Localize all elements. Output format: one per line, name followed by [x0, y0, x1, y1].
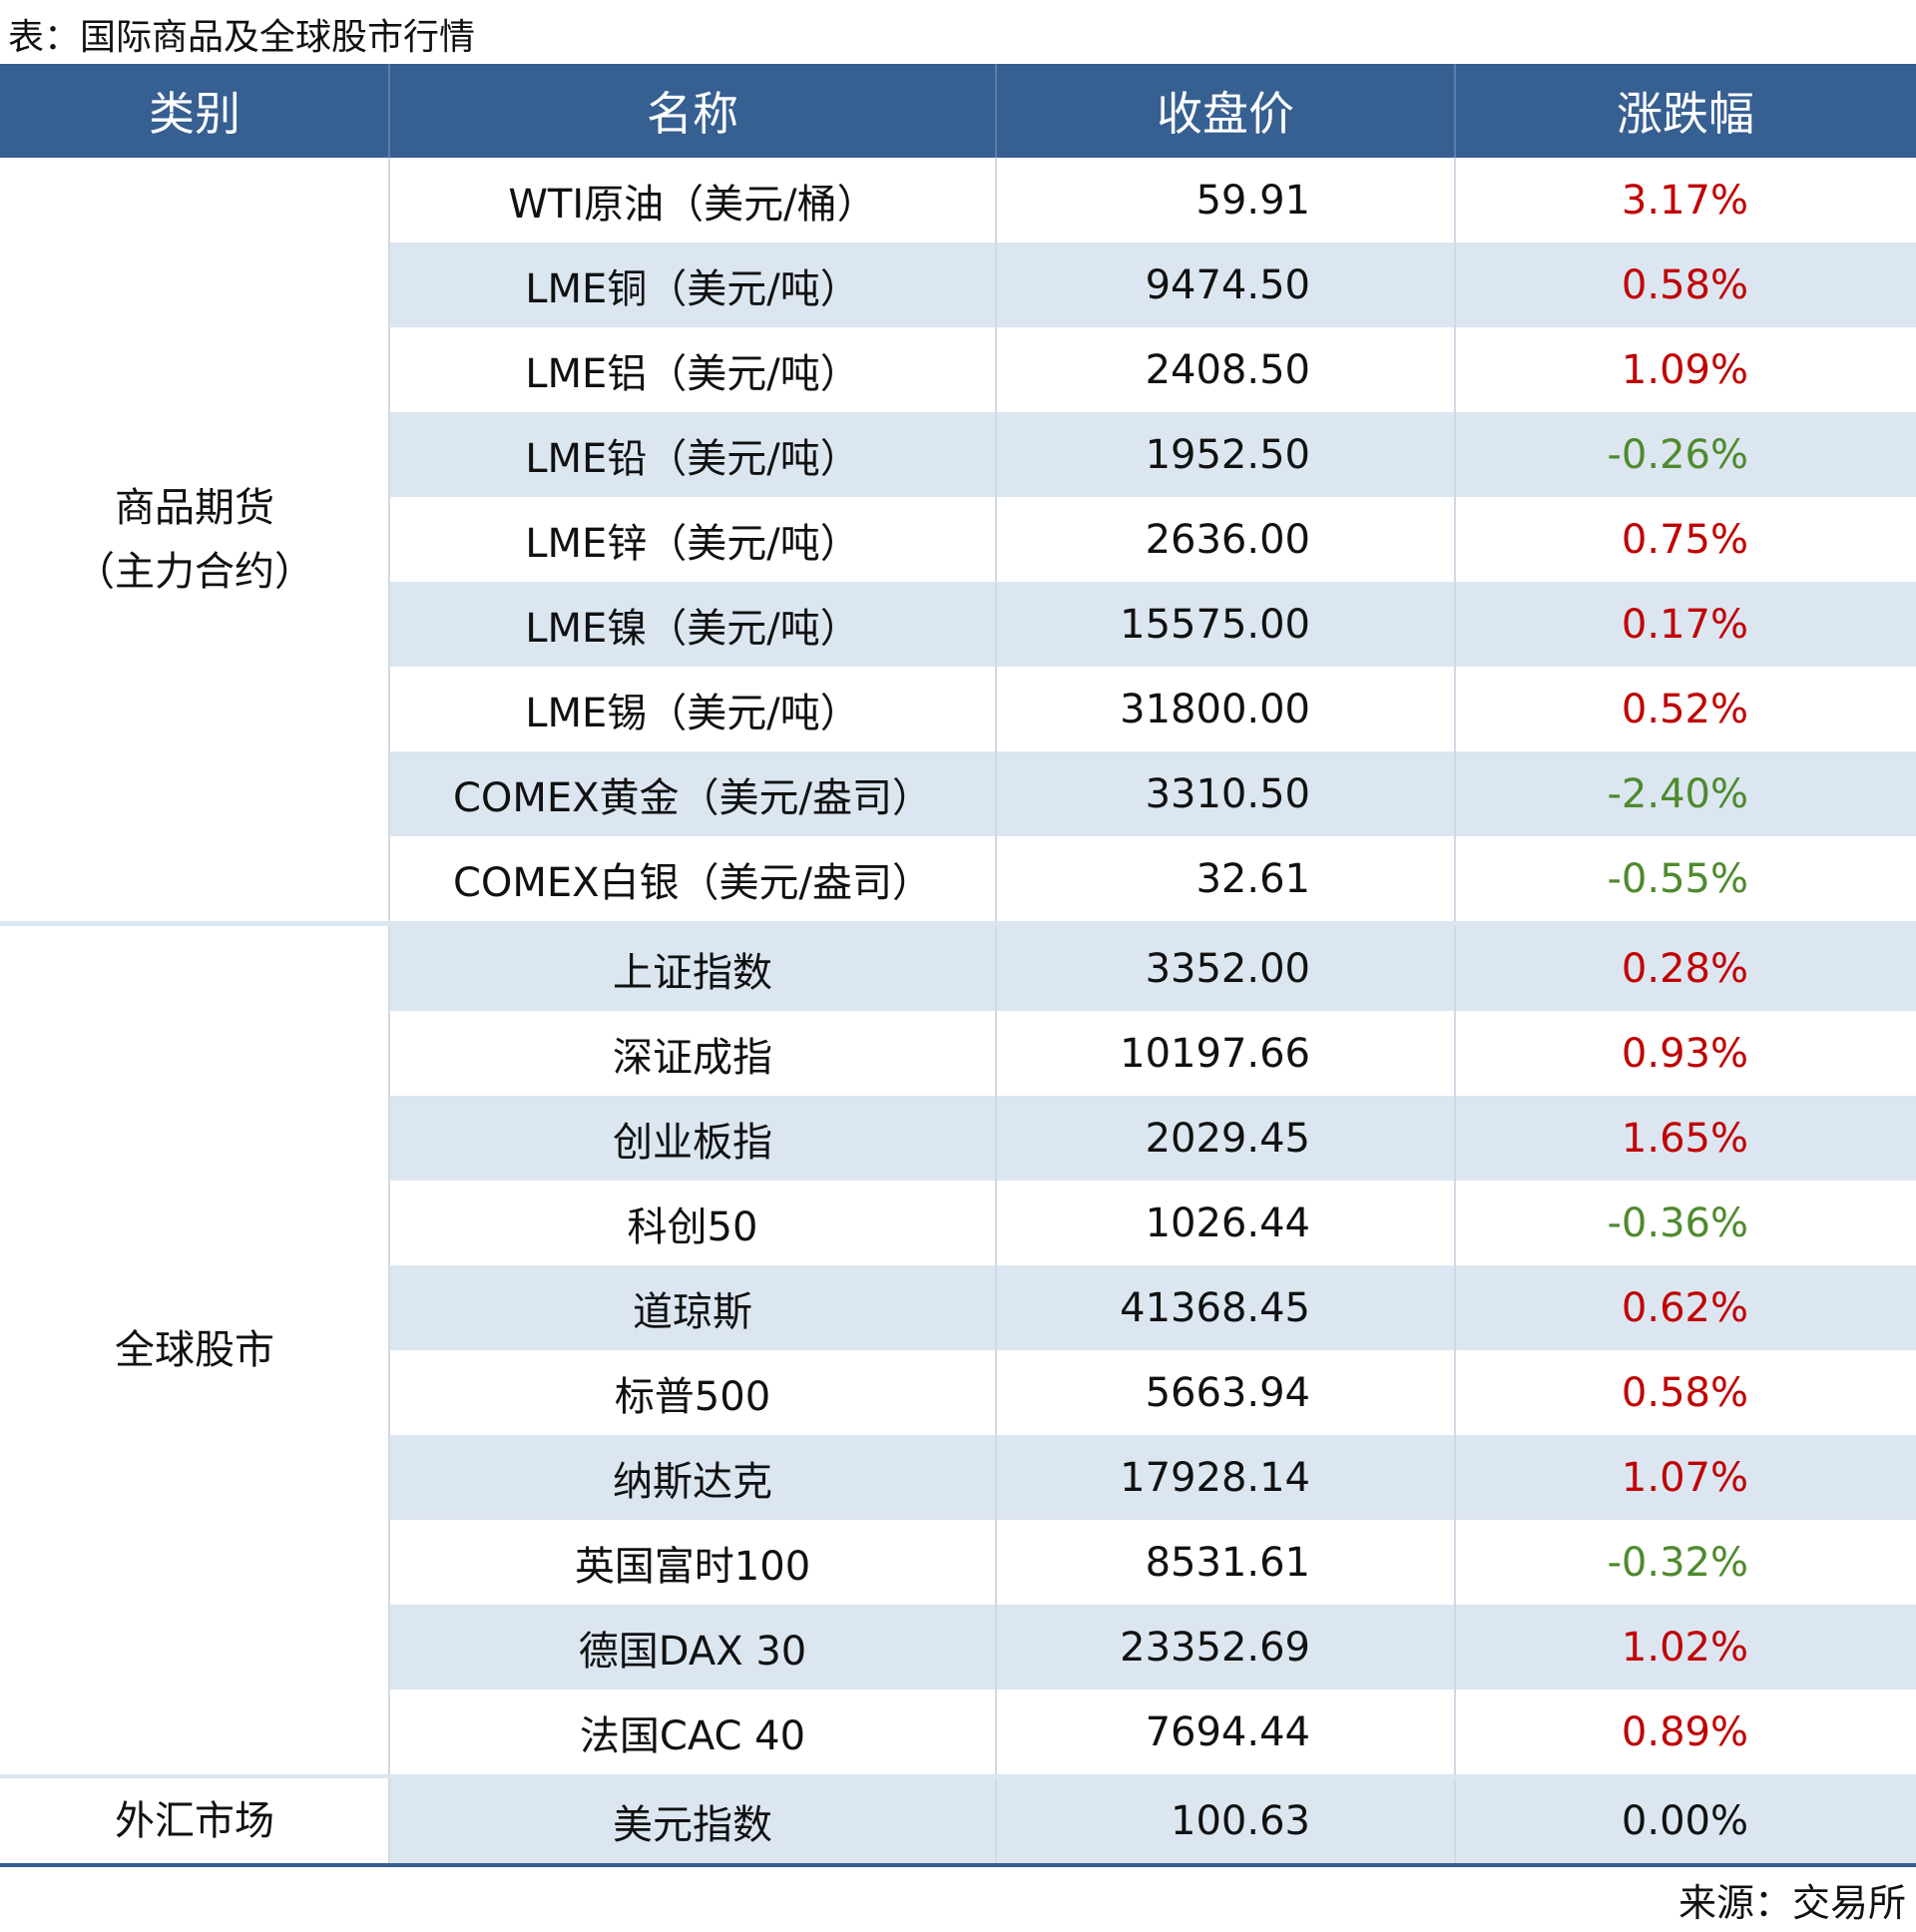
column-divider: [388, 158, 390, 921]
close-price: 1026.44: [1145, 1200, 1310, 1246]
change-pct: 1.65%: [1621, 1115, 1748, 1162]
source-note: 来源：交易所: [1677, 1880, 1906, 1925]
close-price: 3352.00: [1145, 945, 1310, 992]
item-name: LME铅（美元/吨）: [525, 435, 860, 482]
change-pct: -2.40%: [1607, 770, 1748, 817]
column-header: 名称: [389, 64, 996, 158]
change-pct: -0.32%: [1607, 1539, 1748, 1586]
column-header: 类别: [0, 64, 389, 158]
change-pct: 1.02%: [1621, 1624, 1748, 1671]
category-line: 外汇市场: [115, 1797, 274, 1844]
item-name: 上证指数: [613, 949, 772, 996]
column-header: 涨跌幅: [1455, 64, 1916, 158]
close-price: 7694.44: [1145, 1708, 1310, 1755]
row-background: [389, 751, 1916, 836]
category-line: 商品期货: [115, 484, 274, 531]
change-pct: 0.52%: [1621, 686, 1748, 732]
item-name: 法国CAC 40: [579, 1712, 806, 1759]
item-name: COMEX黄金（美元/盎司）: [452, 774, 933, 821]
item-name: 纳斯达克: [613, 1458, 772, 1505]
close-price: 23352.69: [1120, 1624, 1310, 1671]
category: 外汇市场: [0, 1778, 389, 1863]
column-divider: [388, 926, 390, 1774]
change-pct: 0.17%: [1621, 601, 1748, 648]
item-name: LME铜（美元/吨）: [525, 265, 860, 312]
category-line: （主力合约）: [75, 548, 314, 595]
item-name: 标普500: [614, 1373, 771, 1420]
change-pct: 0.58%: [1621, 261, 1748, 308]
row-background: [389, 1435, 1916, 1520]
item-name: LME锡（美元/吨）: [525, 690, 860, 736]
category: 全球股市: [0, 926, 389, 1774]
close-price: 10197.66: [1120, 1030, 1310, 1077]
close-price: 2029.45: [1145, 1115, 1310, 1162]
close-price: 8531.61: [1145, 1539, 1310, 1586]
change-pct: 0.00%: [1621, 1797, 1748, 1844]
close-price: 41368.45: [1120, 1284, 1310, 1331]
item-name: COMEX白银（美元/盎司）: [452, 859, 933, 906]
item-name: LME铝（美元/吨）: [525, 350, 860, 397]
change-pct: 1.09%: [1621, 346, 1748, 393]
item-name: LME镍（美元/吨）: [525, 605, 860, 652]
close-price: 3310.50: [1145, 770, 1310, 817]
close-price: 5663.94: [1145, 1369, 1310, 1416]
close-price: 31800.00: [1120, 686, 1310, 732]
row-background: [389, 582, 1916, 667]
change-pct: 0.93%: [1621, 1030, 1748, 1077]
column-header: 收盘价: [996, 64, 1455, 158]
category: 商品期货 （主力合约）: [0, 158, 389, 921]
close-price: 15575.00: [1120, 601, 1310, 648]
item-name: 德国DAX 30: [578, 1628, 807, 1675]
row-background: [389, 1605, 1916, 1690]
row-background: [389, 412, 1916, 497]
close-price: 59.91: [1196, 177, 1310, 224]
column-divider: [1454, 1778, 1456, 1863]
column-divider: [1454, 158, 1456, 921]
column-divider: [995, 1778, 997, 1863]
item-name: 美元指数: [613, 1801, 772, 1848]
column-divider: [1454, 926, 1456, 1774]
item-name: 道琼斯: [633, 1288, 752, 1335]
header-divider: [388, 64, 390, 158]
change-pct: 0.62%: [1621, 1284, 1748, 1331]
close-price: 2408.50: [1145, 346, 1310, 393]
change-pct: -0.55%: [1607, 855, 1748, 902]
row-background: [389, 926, 1916, 1011]
close-price: 32.61: [1196, 855, 1310, 902]
change-pct: 0.58%: [1621, 1369, 1748, 1416]
close-price: 100.63: [1171, 1797, 1310, 1844]
item-name: 创业板指: [613, 1119, 772, 1166]
close-price: 9474.50: [1145, 261, 1310, 308]
close-price: 2636.00: [1145, 516, 1310, 563]
item-name: WTI原油（美元/桶）: [508, 181, 877, 228]
column-divider: [995, 158, 997, 921]
change-pct: -0.36%: [1607, 1200, 1748, 1246]
category-line: 全球股市: [115, 1327, 274, 1373]
row-background: [389, 1096, 1916, 1181]
change-pct: 0.75%: [1621, 516, 1748, 563]
group-divider: [0, 1774, 1916, 1778]
row-background: [389, 1778, 1916, 1863]
column-divider: [995, 926, 997, 1774]
table-title: 表：国际商品及全球股市行情: [8, 17, 476, 58]
item-name: LME锌（美元/吨）: [525, 520, 860, 567]
change-pct: -0.26%: [1607, 431, 1748, 478]
change-pct: 3.17%: [1621, 177, 1748, 224]
close-price: 1952.50: [1145, 431, 1310, 478]
bottom-rule: [0, 1863, 1916, 1867]
item-name: 科创50: [627, 1204, 758, 1250]
group-divider: [0, 921, 1916, 926]
change-pct: 0.28%: [1621, 945, 1748, 992]
close-price: 17928.14: [1120, 1454, 1310, 1501]
row-background: [389, 242, 1916, 327]
header-divider: [995, 64, 997, 158]
header-divider: [1454, 64, 1456, 158]
change-pct: 0.89%: [1621, 1708, 1748, 1755]
row-background: [389, 1265, 1916, 1350]
item-name: 深证成指: [613, 1034, 772, 1081]
item-name: 英国富时100: [574, 1543, 811, 1590]
column-divider: [388, 1778, 390, 1863]
change-pct: 1.07%: [1621, 1454, 1748, 1501]
